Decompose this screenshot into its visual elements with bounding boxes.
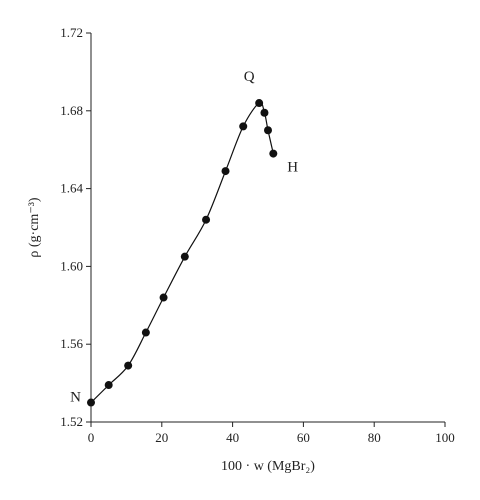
x-axis-ticks: 0 20 40 60 80 100 [88, 422, 455, 445]
plot-axes [90, 33, 445, 423]
data-point [269, 149, 278, 158]
data-point [87, 398, 95, 407]
data-point [260, 108, 269, 117]
y-tick-label: 1.56 [60, 336, 83, 351]
x-tick-label: 40 [226, 430, 239, 445]
point-label: H [287, 160, 298, 176]
point-label: Q [244, 69, 255, 85]
y-axis-title: ρ (g·cm⁻³) [27, 197, 42, 258]
data-point [159, 293, 168, 302]
x-tick-label: 20 [155, 430, 168, 445]
y-tick-label: 1.60 [60, 258, 83, 273]
x-axis-title: 100 · w (MgBr₂) [221, 459, 315, 474]
data-point [104, 381, 113, 390]
y-axis-ticks: 1.52 1.56 1.60 1.64 1.68 1.72 [60, 25, 91, 429]
data-point [124, 361, 133, 370]
y-tick-label: 1.52 [60, 414, 83, 429]
x-tick-label: 60 [297, 430, 310, 445]
x-tick-label: 100 [435, 430, 455, 445]
data-point [221, 167, 230, 176]
x-tick-label: 0 [88, 430, 95, 445]
data-point [180, 252, 189, 261]
point-annotations: N Q H [70, 69, 298, 406]
y-tick-label: 1.68 [60, 103, 83, 118]
data-point [264, 126, 272, 135]
data-point [239, 122, 248, 131]
data-points [87, 99, 278, 407]
y-tick-label: 1.72 [60, 25, 83, 40]
density-curve [90, 102, 274, 403]
data-point [255, 99, 264, 108]
data-point [141, 328, 150, 337]
y-tick-label: 1.64 [60, 181, 83, 196]
data-point [202, 215, 211, 224]
point-label: N [70, 390, 81, 406]
x-tick-label: 80 [368, 430, 381, 445]
